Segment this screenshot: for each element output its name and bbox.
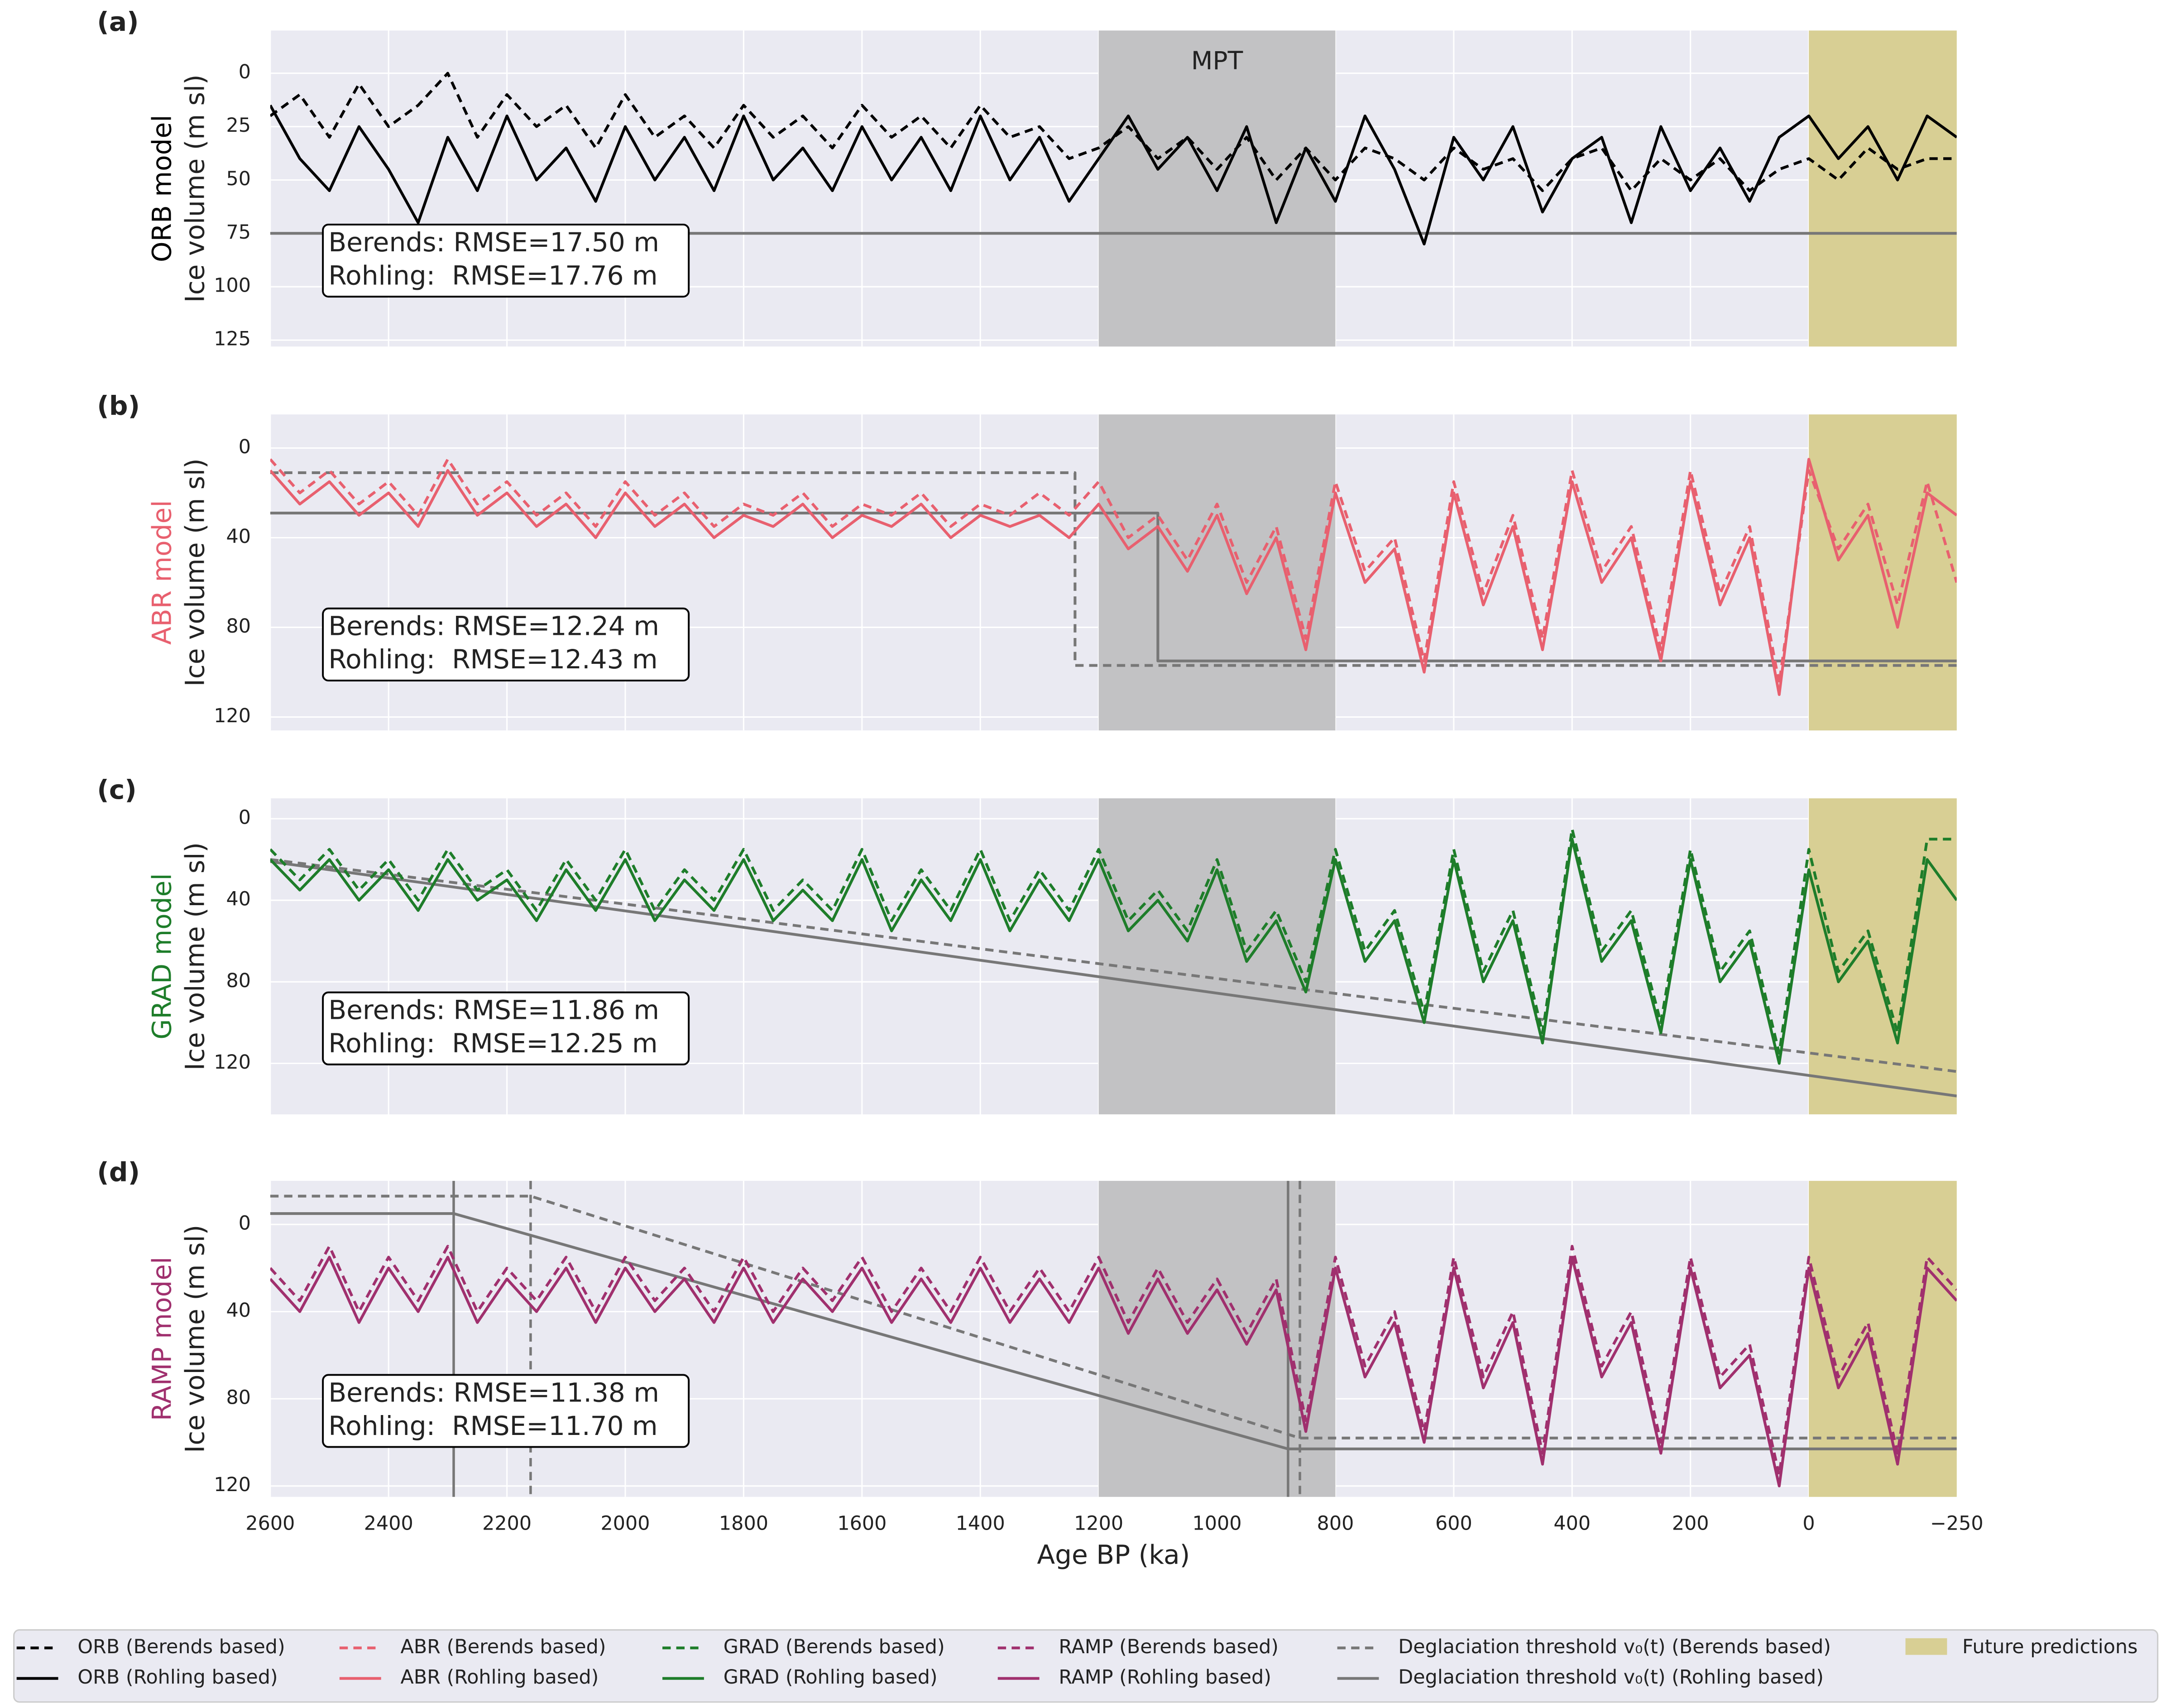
- threshold-line: [270, 511, 1957, 662]
- legend-label: Deglaciation threshold v₀(t) (Berends ba…: [1398, 1636, 1831, 1658]
- region: [1809, 1180, 1957, 1497]
- annotation-box: [322, 991, 690, 1065]
- y-tick-label: 80: [226, 969, 251, 992]
- y-axis-model-label: GRAD model: [146, 873, 177, 1039]
- legend-label: RAMP (Berends based): [1059, 1636, 1279, 1658]
- data-line: [270, 827, 1957, 1055]
- x-tick-label: 1400: [956, 1512, 1005, 1535]
- threshold-line: [270, 471, 1957, 667]
- y-axis-model-label: ABR model: [146, 500, 177, 645]
- x-tick-label: 200: [1672, 1512, 1709, 1535]
- y-tick-label: 125: [214, 328, 251, 350]
- region-label: MPT: [1191, 46, 1243, 75]
- y-tick-label: 120: [214, 705, 251, 727]
- legend-label: Deglaciation threshold v₀(t) (Rohling ba…: [1398, 1666, 1824, 1689]
- panel-label: (a): [97, 6, 139, 37]
- x-tick-label: −250: [1930, 1512, 1984, 1535]
- y-tick-label: 40: [226, 1299, 251, 1322]
- legend-label: ORB (Berends based): [77, 1636, 285, 1658]
- panel-label: (d): [97, 1157, 140, 1188]
- y-tick-label: 100: [214, 274, 251, 297]
- legend-key: [1905, 1638, 1947, 1655]
- legend-label: RAMP (Rohling based): [1059, 1666, 1271, 1689]
- region: [1098, 414, 1336, 731]
- annotation-text: Berends: RMSE=11.38 m: [328, 1377, 659, 1408]
- annotation-text: Berends: RMSE=11.86 m: [328, 995, 659, 1026]
- data-line: [270, 104, 1957, 246]
- legend-label: ORB (Rohling based): [77, 1666, 278, 1689]
- panel-label: (c): [97, 774, 137, 805]
- x-tick-label: 1600: [837, 1512, 887, 1535]
- y-tick-label: 75: [226, 221, 251, 244]
- x-tick-label: 2600: [245, 1512, 295, 1535]
- panel-label: (b): [97, 390, 140, 421]
- y-tick-label: 0: [239, 61, 251, 83]
- x-tick-label: 600: [1435, 1512, 1472, 1535]
- y-tick-label: 25: [226, 114, 251, 137]
- annotation-box: [322, 1374, 690, 1448]
- data-line: [270, 1256, 1957, 1487]
- annotation-text: Rohling: RMSE=12.43 m: [328, 644, 657, 675]
- legend-box: [13, 1629, 2159, 1703]
- data-line: [270, 458, 1957, 696]
- x-tick-label: 400: [1553, 1512, 1591, 1535]
- region: [1098, 798, 1336, 1114]
- annotation-box: [322, 223, 690, 298]
- legend-label: ABR (Berends based): [401, 1636, 606, 1658]
- y-tick-label: 40: [226, 525, 251, 548]
- threshold-line: [270, 860, 1957, 1098]
- x-tick-label: 2200: [482, 1512, 532, 1535]
- y-tick-label: 0: [239, 806, 251, 829]
- legend-label: ABR (Rohling based): [401, 1666, 599, 1689]
- legend-label: GRAD (Rohling based): [724, 1666, 938, 1689]
- y-axis-label: Ice volume (m sl): [180, 842, 211, 1070]
- data-line: [270, 72, 1957, 192]
- y-axis-model-label: ORB model: [146, 115, 177, 263]
- x-tick-label: 0: [1802, 1512, 1815, 1535]
- annotation-text: Rohling: RMSE=12.25 m: [328, 1028, 657, 1059]
- data-line: [270, 458, 1957, 685]
- y-tick-label: 0: [239, 1212, 251, 1235]
- y-tick-label: 120: [214, 1473, 251, 1496]
- x-tick-label: 1000: [1193, 1512, 1242, 1535]
- legend-label: GRAD (Berends based): [724, 1636, 945, 1658]
- y-tick-label: 0: [239, 436, 251, 458]
- y-axis-label: Ice volume (m sl): [180, 1225, 211, 1453]
- x-axis-label: Age BP (ka): [1037, 1539, 1190, 1570]
- data-line: [270, 1245, 1957, 1477]
- series-group: [270, 827, 1957, 1098]
- series-group: [270, 1195, 1957, 1487]
- region: [1098, 1180, 1336, 1497]
- annotation-box: [322, 607, 690, 681]
- y-tick-label: 120: [214, 1051, 251, 1074]
- series-group: [270, 458, 1957, 696]
- data-line: [270, 838, 1957, 1065]
- annotation-text: Rohling: RMSE=17.76 m: [328, 260, 657, 291]
- y-tick-label: 80: [226, 1387, 251, 1409]
- legend-label: Future predictions: [1962, 1636, 2137, 1658]
- threshold-line: [270, 1212, 1957, 1450]
- x-tick-label: 1800: [719, 1512, 768, 1535]
- annotation-text: Berends: RMSE=17.50 m: [328, 227, 659, 258]
- x-tick-label: 1200: [1074, 1512, 1123, 1535]
- x-tick-label: 2400: [364, 1512, 413, 1535]
- annotation-text: Rohling: RMSE=11.70 m: [328, 1411, 657, 1441]
- region: [1809, 30, 1957, 347]
- y-tick-label: 40: [226, 888, 251, 911]
- y-axis-label: Ice volume (m sl): [180, 74, 211, 302]
- x-tick-label: 2000: [601, 1512, 650, 1535]
- y-axis-model-label: RAMP model: [146, 1257, 177, 1421]
- threshold-line: [270, 1195, 1957, 1439]
- y-axis-label: Ice volume (m sl): [180, 458, 211, 686]
- y-tick-label: 80: [226, 615, 251, 638]
- y-tick-label: 50: [226, 168, 251, 190]
- x-tick-label: 800: [1317, 1512, 1354, 1535]
- annotation-text: Berends: RMSE=12.24 m: [328, 611, 659, 642]
